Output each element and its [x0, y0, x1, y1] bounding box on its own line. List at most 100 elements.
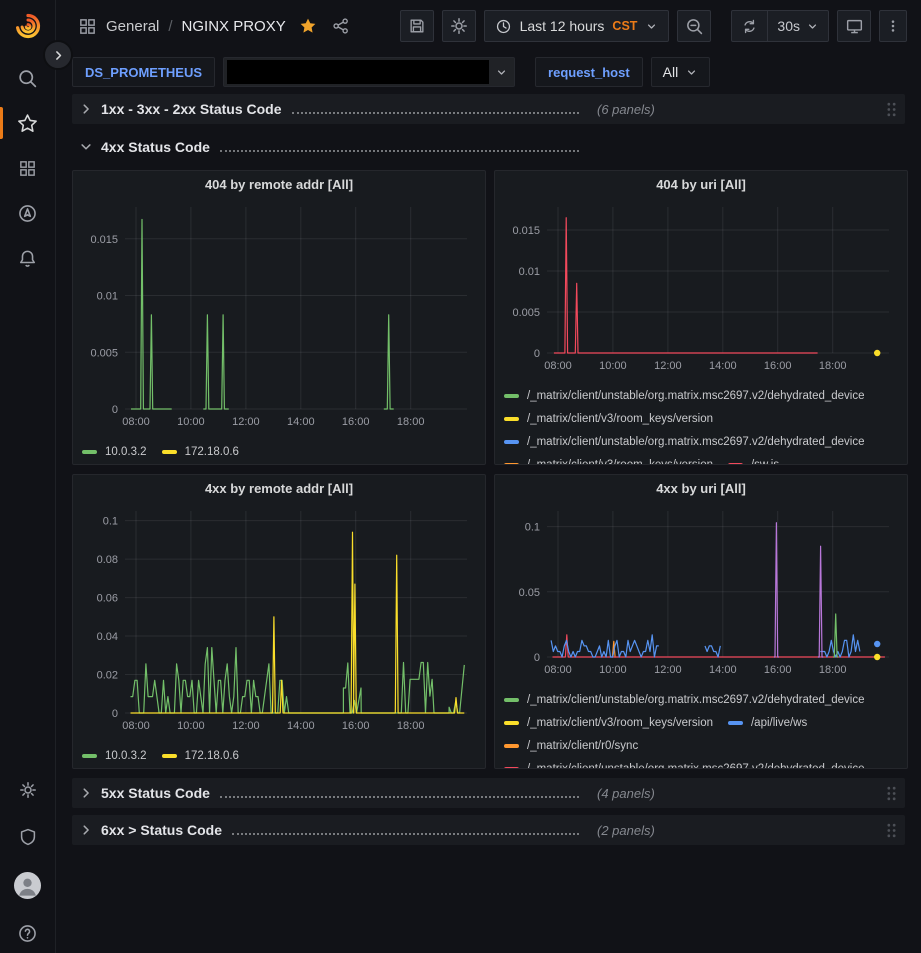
person-icon — [14, 872, 41, 899]
panel-4xx-by-remote-addr: 4xx by remote addr [All] 08:00 10:00 12:00… — [72, 474, 486, 769]
grafana-logo[interactable] — [0, 6, 55, 46]
legend-item[interactable]: /_matrix/client/unstable/org.matrix.msc2… — [504, 430, 865, 453]
zoom-out-icon — [685, 17, 704, 36]
legend-swatch — [504, 720, 519, 725]
row-header-5xx[interactable]: 5xx Status Code (4 panels) — [72, 778, 905, 808]
refresh-picker: 30s — [731, 10, 829, 42]
favorite-star-icon[interactable] — [299, 17, 317, 35]
zoom-out-button[interactable] — [677, 10, 712, 42]
clock-icon — [495, 18, 512, 35]
dotted-leader — [232, 824, 579, 835]
share-icon[interactable] — [332, 17, 350, 35]
sidebar-item-server-admin[interactable] — [0, 817, 55, 857]
svg-text:14:00: 14:00 — [287, 416, 315, 428]
legend-swatch — [504, 416, 519, 421]
sidebar-item-search[interactable] — [0, 58, 55, 98]
chevron-right-icon — [79, 786, 93, 800]
legend-item[interactable]: /_matrix/client/v3/room_keys/version — [504, 711, 713, 734]
row-title: 6xx > Status Code — [101, 822, 222, 838]
legend-swatch — [727, 720, 743, 725]
sidebar-item-starred[interactable] — [0, 103, 55, 143]
legend-item[interactable]: 172.18.0.6 — [161, 744, 239, 767]
save-dashboard-button[interactable] — [399, 10, 434, 42]
legend-swatch — [504, 697, 519, 702]
svg-text:18:00: 18:00 — [819, 360, 847, 372]
legend-swatch — [504, 766, 519, 768]
breadcrumb-section[interactable]: General — [106, 17, 160, 35]
legend-item[interactable]: /_matrix/client/unstable/org.matrix.msc2… — [504, 757, 865, 768]
panel-title[interactable]: 4xx by uri [All] — [656, 481, 746, 496]
row-header-1xx-3xx-2xx[interactable]: 1xx - 3xx - 2xx Status Code (6 panels) — [72, 94, 905, 124]
expand-menu-icon — [52, 49, 65, 62]
sidebar-item-profile[interactable] — [0, 865, 55, 905]
time-series-plot[interactable]: 08:00 10:00 12:00 14:00 16:00 18:00 0 0.05 0.1 — [501, 501, 901, 682]
time-series-plot[interactable]: 08:00 10:00 12:00 14:00 16:00 18:00 0 0.005 0.01… — [79, 197, 479, 434]
sidebar-item-alerting[interactable] — [0, 238, 55, 278]
tv-mode-button[interactable] — [837, 10, 871, 42]
time-series-plot[interactable]: 08:00 10:00 12:00 14:00 16:00 18:00 0 0.005 0.01… — [501, 197, 901, 378]
row-header-4xx[interactable]: 4xx Status Code — [72, 132, 905, 162]
panel-legend: /_matrix/client/unstable/org.matrix.msc2… — [495, 378, 907, 464]
legend-label: 10.0.3.2 — [105, 749, 147, 762]
svg-text:10:00: 10:00 — [177, 416, 205, 428]
row-title: 5xx Status Code — [101, 785, 210, 801]
request-host-variable-dropdown[interactable]: All — [650, 57, 711, 87]
legend-item[interactable]: 172.18.0.6 — [161, 440, 239, 463]
refresh-button[interactable] — [732, 11, 767, 41]
panel-title[interactable]: 404 by uri [All] — [656, 177, 746, 192]
svg-text:0: 0 — [112, 404, 118, 416]
panel-title[interactable]: 4xx by remote addr [All] — [204, 481, 354, 496]
svg-text:08:00: 08:00 — [544, 360, 572, 372]
svg-text:0.015: 0.015 — [512, 225, 540, 237]
row-title: 4xx Status Code — [101, 139, 210, 155]
sidebar-item-configuration[interactable] — [0, 770, 55, 810]
sidebar-item-help[interactable] — [0, 913, 55, 953]
svg-text:0: 0 — [112, 708, 118, 720]
svg-text:16:00: 16:00 — [764, 664, 792, 676]
drag-handle-icon[interactable] — [885, 101, 898, 118]
svg-text:0.1: 0.1 — [525, 522, 540, 534]
svg-text:18:00: 18:00 — [397, 720, 425, 732]
dashboard-settings-button[interactable] — [441, 10, 476, 42]
time-series-plot[interactable]: 08:00 10:00 12:00 14:00 16:00 18:00 0 0.02 0.04 0… — [79, 501, 479, 738]
sidebar-item-dashboards[interactable] — [0, 148, 55, 188]
svg-text:14:00: 14:00 — [709, 360, 737, 372]
timezone-label: CST — [612, 19, 638, 33]
refresh-interval-dropdown[interactable]: 30s — [767, 11, 828, 41]
svg-text:0: 0 — [534, 348, 540, 360]
legend-item[interactable]: /_matrix/client/v3/room_keys/version — [504, 453, 713, 464]
breadcrumb: General / NGINX PROXY — [78, 17, 350, 36]
legend-item[interactable]: 10.0.3.2 — [82, 440, 147, 463]
row-header-6xx[interactable]: 6xx > Status Code (2 panels) — [72, 815, 905, 845]
drag-handle-icon[interactable] — [885, 822, 898, 839]
time-range-picker[interactable]: Last 12 hours CST — [483, 10, 670, 42]
svg-text:16:00: 16:00 — [342, 720, 370, 732]
legend-item[interactable]: 10.0.3.2 — [82, 744, 147, 767]
legend-item[interactable]: /_matrix/client/unstable/org.matrix.msc2… — [504, 384, 865, 407]
admin-shield-icon — [18, 827, 38, 847]
svg-text:0.06: 0.06 — [97, 593, 118, 605]
chevron-down-icon — [79, 140, 93, 154]
expand-menu-button[interactable] — [43, 40, 73, 70]
datasource-variable-dropdown[interactable] — [223, 57, 516, 87]
legend-item[interactable]: /api/live/ws — [727, 711, 807, 734]
panel-4xx-by-uri: 4xx by uri [All] 08:00 10:00 12:00 14:00 16:… — [494, 474, 908, 769]
page-title: NGINX PROXY — [181, 17, 286, 35]
more-options-button[interactable] — [879, 10, 907, 42]
panel-title[interactable]: 404 by remote addr [All] — [204, 177, 354, 192]
sidebar-item-explore[interactable] — [0, 193, 55, 233]
drag-handle-icon[interactable] — [885, 785, 898, 802]
legend-item[interactable]: /_matrix/client/v3/room_keys/version — [504, 407, 713, 430]
legend-item[interactable]: /sw.js — [727, 453, 779, 464]
legend-item[interactable]: /_matrix/client/unstable/org.matrix.msc2… — [504, 688, 865, 711]
chevron-right-icon — [79, 102, 93, 116]
legend-item[interactable]: /_matrix/client/r0/sync — [504, 734, 638, 757]
svg-text:10:00: 10:00 — [177, 720, 205, 732]
grafana-logo-icon — [13, 11, 43, 41]
svg-text:16:00: 16:00 — [342, 416, 370, 428]
legend-swatch — [504, 462, 519, 464]
panel-grid: 404 by remote addr [All] 08:00 10:00 12:00… — [72, 170, 908, 769]
svg-text:08:00: 08:00 — [122, 416, 150, 428]
legend-label: /_matrix/client/r0/sync — [527, 739, 639, 752]
legend-swatch — [504, 393, 519, 398]
